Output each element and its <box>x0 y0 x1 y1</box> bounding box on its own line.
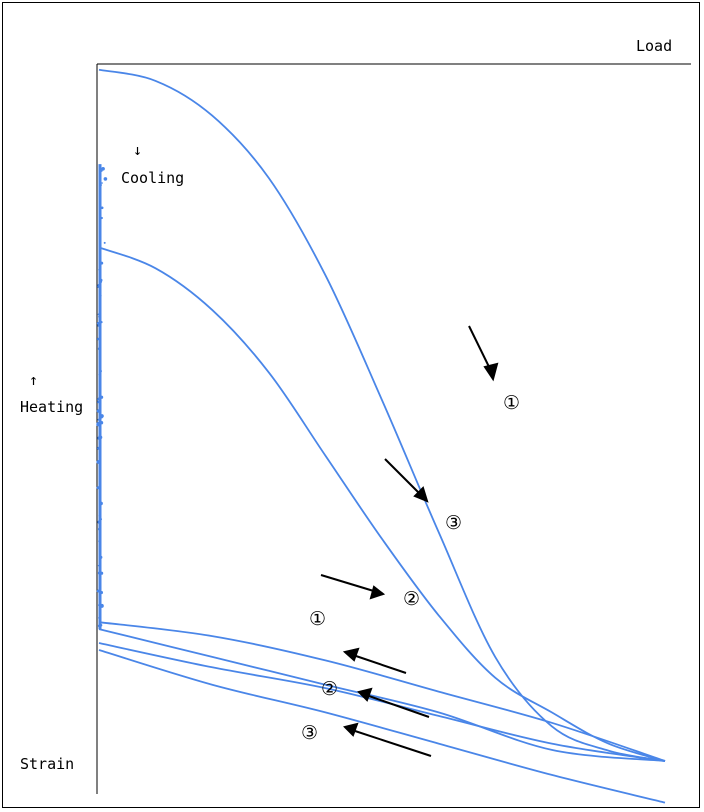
noise-dot <box>100 261 104 265</box>
series-line-c3-unloading <box>98 649 666 804</box>
noise-dot <box>100 591 103 594</box>
noise-dot <box>98 577 102 580</box>
noise-dot <box>98 434 102 438</box>
noise-dot <box>99 501 103 506</box>
arrow-2-loading <box>320 574 378 593</box>
noise-dot <box>101 182 103 184</box>
noise-dot <box>97 400 100 404</box>
noise-dot <box>98 527 102 531</box>
noise-dot <box>98 383 101 385</box>
heating-label: Heating <box>20 398 83 416</box>
arrow-3-loading <box>384 458 424 498</box>
noise-dot <box>100 321 103 324</box>
arrow-2-unloading-head <box>357 687 373 702</box>
noise-dot <box>97 347 102 351</box>
noise-dot <box>97 564 100 567</box>
noise-dot <box>97 337 100 341</box>
noise-dot <box>98 514 102 518</box>
noise-dot <box>97 520 101 524</box>
arrow-3-loading-head <box>413 486 429 503</box>
arrow-1-unloading-head <box>342 647 360 662</box>
step-marker-3-unloading: ③ <box>301 722 318 744</box>
noise-dot <box>97 589 100 592</box>
arrow-1-loading-head <box>483 362 499 382</box>
noise-dot <box>96 486 100 490</box>
noise-dot <box>98 418 101 421</box>
step-marker-2-loading: ② <box>403 588 420 610</box>
series-line-c1-unloading <box>98 628 666 762</box>
series-line-c3-loading <box>98 246 666 762</box>
heating-arrow: ↑ <box>29 371 38 389</box>
noise-dot <box>98 616 101 620</box>
direction-arrows <box>320 325 499 757</box>
noise-dot <box>103 177 108 181</box>
arrow-2-loading-head <box>369 585 386 600</box>
noise-dot <box>96 460 101 464</box>
step-marker-3-loading: ③ <box>445 512 462 534</box>
noise-dot <box>97 398 100 401</box>
noise-dot <box>99 294 102 297</box>
arrow-2-unloading <box>365 694 430 718</box>
step-marker-1-loading: ① <box>503 392 520 414</box>
noise-dot <box>99 555 103 559</box>
noise-dot <box>103 241 106 244</box>
noise-dot <box>97 446 101 450</box>
noise-dot <box>98 367 101 370</box>
noise-dot <box>100 216 103 220</box>
noise-dot <box>100 414 104 418</box>
noise-dot <box>99 211 101 214</box>
noise-dot <box>97 324 100 327</box>
noise-dot <box>97 283 102 288</box>
x-axis-label: Load <box>636 37 672 55</box>
heating-noise-band <box>96 164 108 630</box>
noise-dot <box>96 422 101 427</box>
noise-dot <box>98 539 102 543</box>
hysteresis-chart: Load Strain ↓ Cooling ↑ Heating ① ③ <box>20 37 691 804</box>
y-axis-label: Strain <box>20 755 74 773</box>
step-marker-2-unloading: ② <box>321 678 338 700</box>
arrow-3-unloading-head <box>343 722 359 737</box>
noise-dot <box>99 400 102 402</box>
step-marker-1-unloading: ① <box>309 608 326 630</box>
noise-dot <box>98 268 101 271</box>
series-line-c2-unloading <box>98 642 666 762</box>
noise-dot <box>99 369 102 373</box>
noise-dot <box>98 373 101 376</box>
noise-dot <box>99 278 103 282</box>
noise-dot <box>100 206 104 210</box>
cooling-arrow: ↓ <box>133 141 142 159</box>
noise-dot <box>96 322 100 325</box>
noise-dot <box>98 603 101 607</box>
noise-dot <box>98 315 101 318</box>
series-line-c1-loading <box>98 68 666 762</box>
arrow-3-unloading <box>351 729 432 757</box>
arrow-1-unloading <box>352 654 407 674</box>
noise-dot <box>99 183 102 187</box>
cooling-label: Cooling <box>121 169 184 187</box>
noise-dot <box>99 421 104 425</box>
noise-dot <box>100 518 102 521</box>
noise-dot <box>102 167 105 170</box>
noise-dot <box>100 395 104 399</box>
noise-dot <box>98 242 101 244</box>
noise-dot <box>96 409 101 413</box>
noise-dot <box>100 571 104 575</box>
noise-dot <box>97 313 100 316</box>
series-line-c2-loading <box>98 621 666 762</box>
noise-dot <box>99 623 103 627</box>
